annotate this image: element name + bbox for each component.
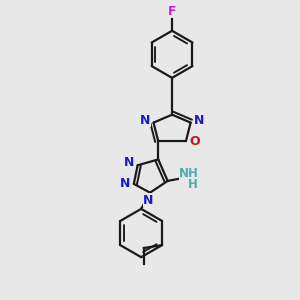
Text: N: N bbox=[120, 177, 130, 190]
Text: F: F bbox=[168, 5, 176, 18]
Text: O: O bbox=[189, 135, 200, 148]
Text: N: N bbox=[143, 194, 154, 207]
Text: N: N bbox=[124, 157, 135, 169]
Text: N: N bbox=[194, 114, 204, 127]
Text: H: H bbox=[188, 178, 197, 191]
Text: NH: NH bbox=[179, 167, 199, 180]
Text: N: N bbox=[140, 114, 151, 127]
